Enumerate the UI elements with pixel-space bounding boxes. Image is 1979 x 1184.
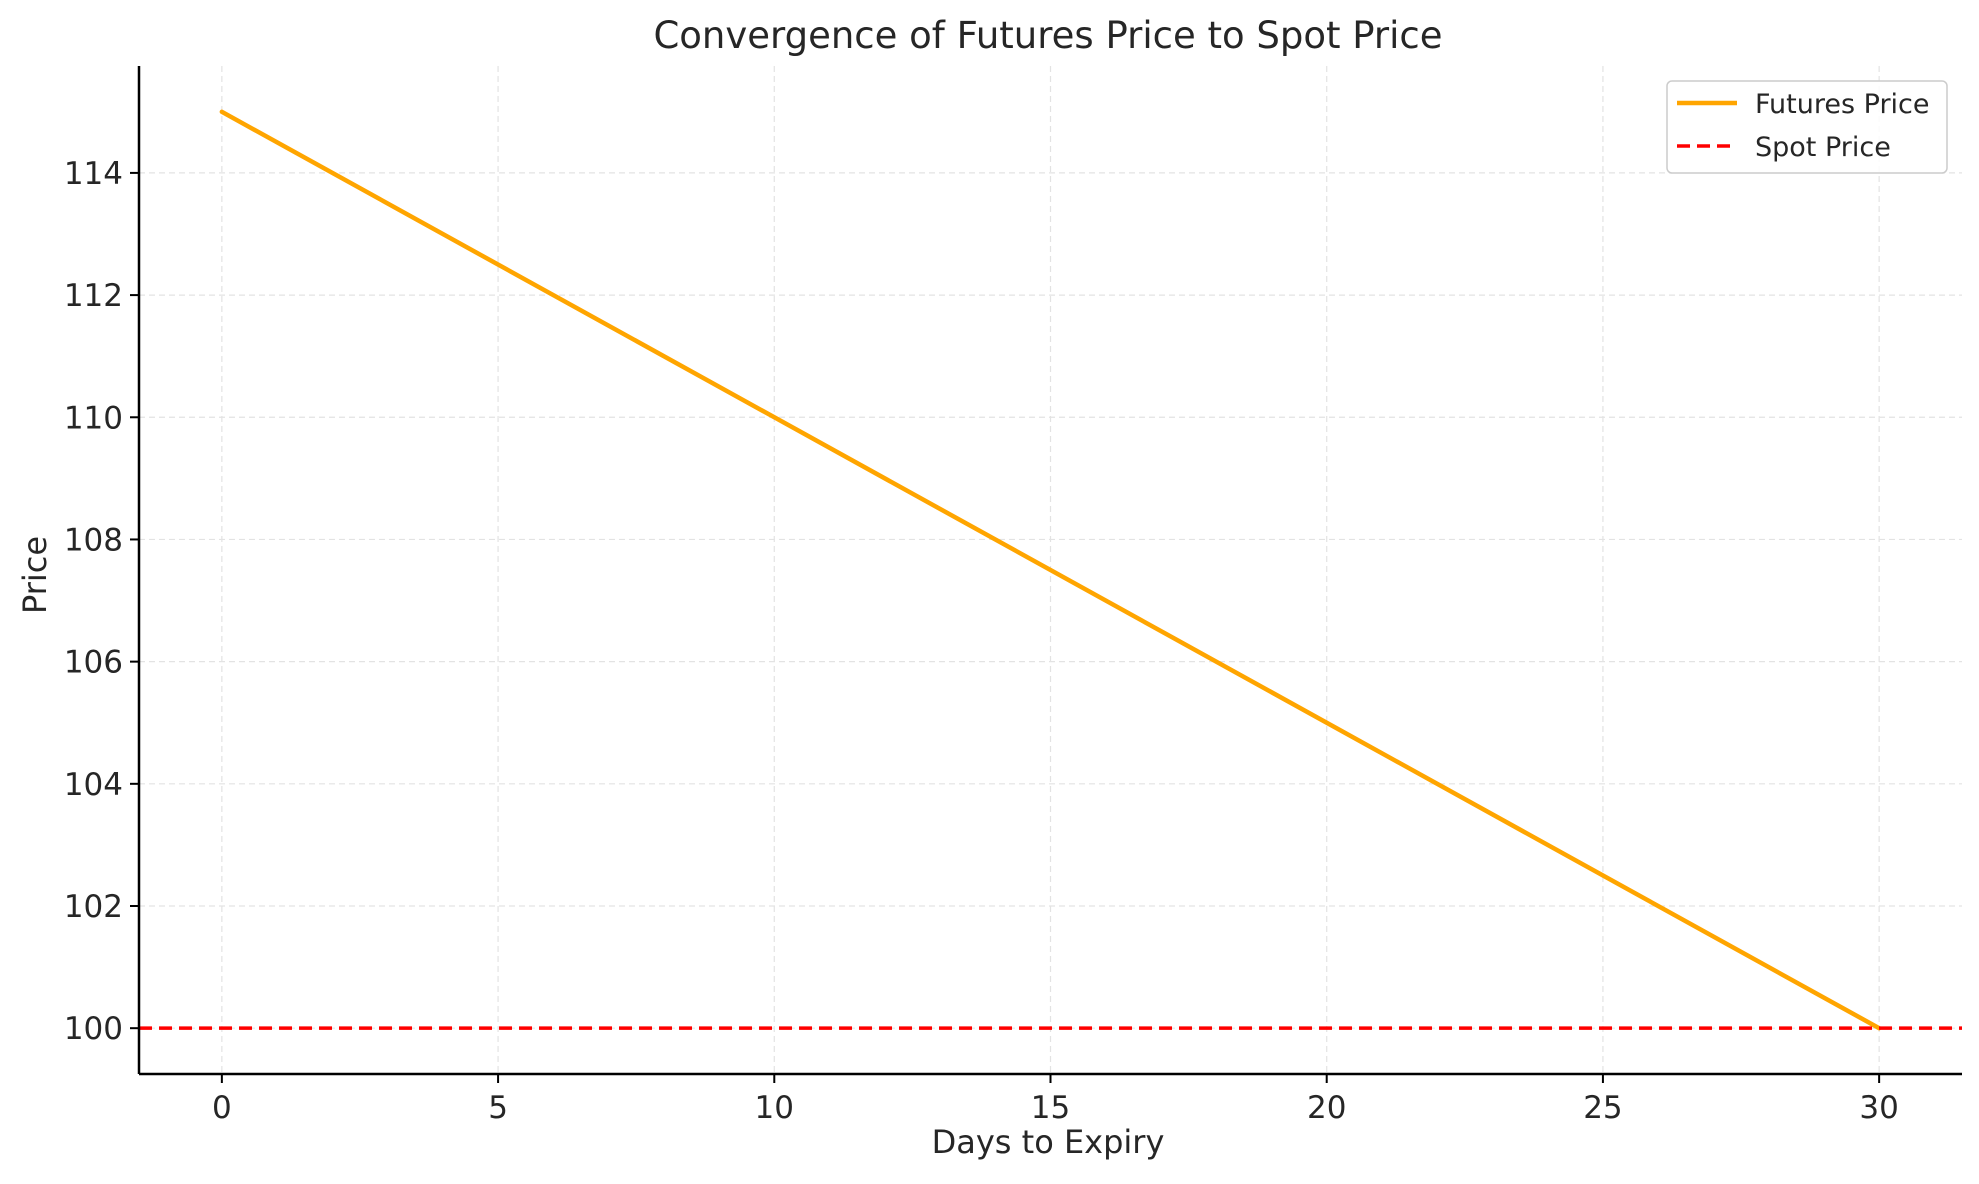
y-tick-label: 114 [64,156,123,192]
y-tick-label: 112 [64,278,123,314]
y-tick-label: 102 [64,889,123,925]
legend-label-spot: Spot Price [1755,132,1891,163]
x-tick-label: 15 [1031,1090,1070,1126]
x-tick-label: 0 [212,1090,232,1126]
legend: Futures Price Spot Price [1666,80,1948,174]
x-tick-label: 20 [1307,1090,1346,1126]
x-axis-label: Days to Expiry [932,1123,1165,1161]
y-axis-label: Price [16,536,54,614]
futures-price-line [219,109,1882,1031]
x-tick-label: 10 [755,1090,794,1126]
y-tick-label: 100 [64,1011,123,1047]
x-tick-label: 5 [488,1090,508,1126]
y-tick-label: 108 [64,522,123,558]
y-tick-label: 104 [64,767,123,803]
y-tick-label: 110 [64,400,123,436]
x-tick-label: 25 [1583,1090,1622,1126]
series-lines [139,109,1962,1031]
chart-title: Convergence of Futures Price to Spot Pri… [653,14,1442,57]
ticks: 0 5 10 15 20 25 30 100 102 104 106 108 110 112 114 [64,156,1899,1126]
x-tick-label: 30 [1859,1090,1898,1126]
y-tick-label: 106 [64,645,123,681]
legend-label-futures: Futures Price [1755,89,1930,120]
